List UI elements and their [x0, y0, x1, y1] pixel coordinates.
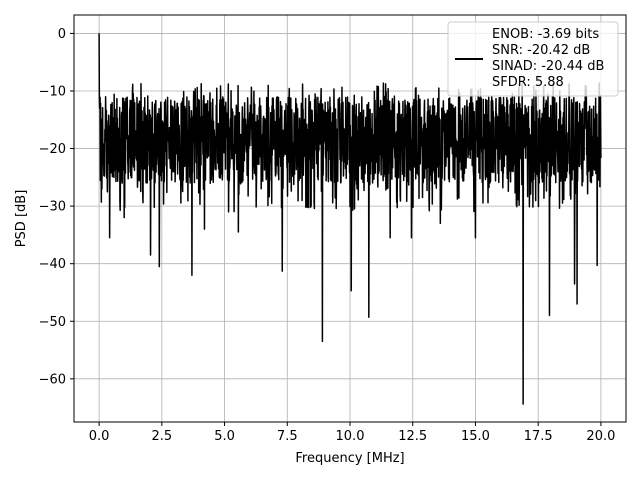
x-tick-label: 7.5: [277, 429, 298, 444]
x-tick-label: 2.5: [151, 429, 172, 444]
legend-text-line: SFDR: 5.88: [492, 75, 564, 90]
y-tick-label: −20: [39, 142, 66, 157]
legend-text-line: ENOB: -3.69 bits: [492, 27, 599, 42]
x-tick-label: 5.0: [214, 429, 235, 444]
y-tick-label: −60: [39, 372, 66, 387]
x-tick-label: 10.0: [336, 429, 365, 444]
x-tick-label: 12.5: [398, 429, 427, 444]
x-axis-ticks: 0.0 2.5 5.0 7.5 10.0 12.5 15.0 17.5 20.0: [89, 422, 615, 444]
x-tick-label: 15.0: [461, 429, 490, 444]
x-axis-label: Frequency [MHz]: [295, 451, 404, 466]
legend-text-line: SNR: -20.42 dB: [492, 43, 590, 58]
y-tick-label: 0: [58, 27, 66, 42]
legend-box: [447, 21, 619, 97]
y-tick-label: −30: [39, 200, 66, 215]
y-tick-label: −40: [39, 257, 66, 272]
x-tick-label: 20.0: [586, 429, 615, 444]
series-layer: [98, 33, 602, 405]
y-tick-label: −50: [39, 315, 66, 330]
psd-series-line: [98, 33, 602, 405]
legend-text-line: SINAD: -20.44 dB: [492, 59, 604, 74]
y-axis-label: PSD [dB]: [14, 190, 29, 248]
y-axis-ticks: 0 −10 −20 −30 −40 −50 −60: [39, 27, 74, 387]
x-tick-label: 0.0: [89, 429, 110, 444]
x-tick-label: 17.5: [524, 429, 553, 444]
y-tick-label: −10: [39, 84, 66, 99]
